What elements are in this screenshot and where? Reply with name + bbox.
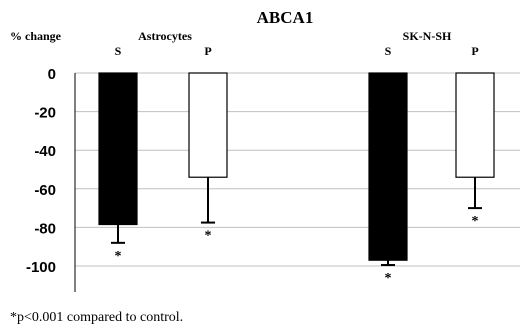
bar-label: S xyxy=(385,44,392,58)
significance-marker: * xyxy=(205,229,212,244)
group-label-sk-n-sh: SK-N-SH xyxy=(403,29,452,43)
error-bars xyxy=(111,177,482,267)
significance-marker: * xyxy=(385,271,392,286)
y-axis-ticks: 0 -20 -40 -60 -80 -100 xyxy=(26,66,56,276)
significance-marker: * xyxy=(472,214,479,229)
y-tick-label: -20 xyxy=(34,105,56,122)
bar-label: S xyxy=(115,44,122,58)
group-label-astrocytes: Astrocytes xyxy=(138,29,192,43)
bar-label: P xyxy=(471,44,478,58)
chart-title: ABCA1 xyxy=(257,8,314,27)
y-tick-label: 0 xyxy=(48,66,56,83)
bar-label: P xyxy=(204,44,211,58)
significance-marker: * xyxy=(115,249,122,264)
significance-markers: * * * * xyxy=(115,214,479,286)
bar xyxy=(98,72,138,226)
y-tick-label: -100 xyxy=(26,259,56,276)
y-tick-label: -80 xyxy=(34,220,56,237)
y-axis-label: % change xyxy=(10,29,62,43)
footnote: *p<0.001 compared to control. xyxy=(10,310,183,325)
bar xyxy=(188,72,228,178)
bar xyxy=(368,72,408,261)
y-tick-label: -60 xyxy=(34,182,56,199)
y-tick-label: -40 xyxy=(34,143,56,160)
bars xyxy=(98,72,495,261)
gridlines xyxy=(75,72,520,267)
bar xyxy=(455,72,495,178)
